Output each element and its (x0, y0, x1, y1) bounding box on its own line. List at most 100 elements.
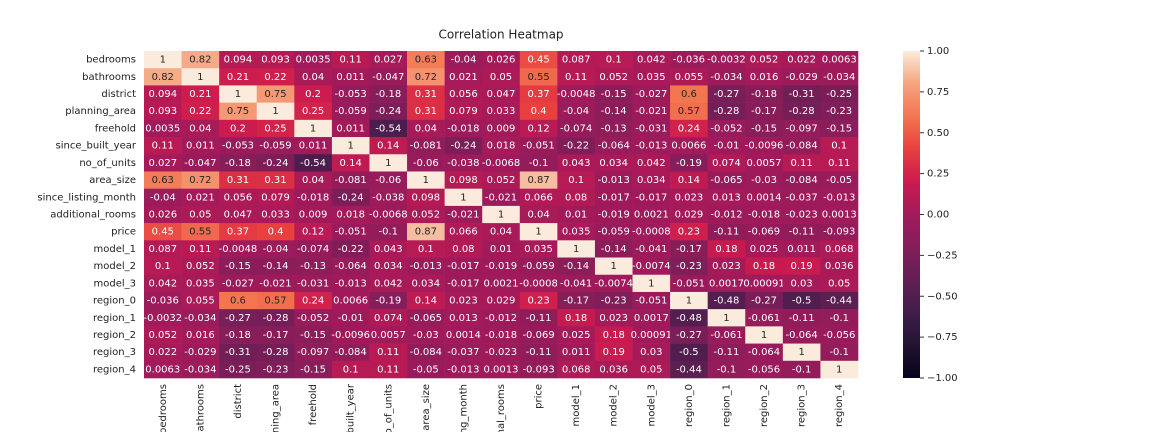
cell-label: -0.18 (225, 158, 251, 169)
heatmap-cell (407, 257, 445, 276)
heatmap-cell (632, 257, 671, 276)
heatmap-cell (632, 102, 671, 121)
cell-label: 1 (535, 227, 541, 238)
cell-label: -0.064 (786, 330, 818, 341)
heatmap-cell (444, 171, 483, 189)
heatmap-cell (782, 68, 821, 86)
heatmap-cell (820, 188, 859, 207)
cell-label: -0.17 (751, 106, 777, 117)
cell-label: -0.013 (635, 141, 667, 152)
cell-label: 0.04 (527, 210, 549, 221)
cell-label: 0.63 (415, 55, 437, 66)
cell-label: -0.051 (335, 227, 367, 238)
cell-label: -0.064 (335, 261, 367, 272)
heatmap-cell (707, 326, 746, 344)
heatmap-cell (482, 326, 521, 344)
heatmap-cell (519, 360, 558, 379)
heatmap-cell (219, 68, 258, 86)
cell-label: 0.056 (224, 192, 253, 203)
heatmap-cell (144, 102, 182, 121)
cell-label: -0.24 (338, 192, 364, 203)
heatmap-cell (369, 188, 408, 207)
y-tick-label: area_size (89, 175, 136, 186)
cell-label: 0.018 (487, 141, 516, 152)
cell-label: 0.11 (377, 347, 399, 358)
heatmap-cell (181, 274, 220, 293)
cell-label: -0.15 (300, 330, 326, 341)
cell-label: -0.19 (676, 158, 702, 169)
heatmap-cell (632, 240, 671, 258)
cell-label: -0.097 (297, 347, 329, 358)
cell-label: 1 (460, 192, 466, 203)
heatmap-cell (519, 274, 558, 293)
heatmap-cell (820, 309, 859, 327)
cell-label: -0.1 (829, 347, 849, 358)
heatmap-cell (482, 137, 521, 155)
cell-label: 0.047 (487, 89, 516, 100)
heatmap-cell (782, 119, 821, 138)
heatmap-cell (444, 360, 483, 379)
cell-label: -0.23 (601, 296, 627, 307)
y-tick-label: price (111, 227, 136, 238)
cell-label: 0.033 (261, 210, 290, 221)
cell-label: -0.22 (338, 244, 364, 255)
cell-label: 0.052 (750, 55, 779, 66)
heatmap-cell (256, 51, 295, 69)
heatmap-cell (181, 188, 220, 207)
cell-label: 0.036 (825, 261, 854, 272)
heatmap-cell (820, 205, 859, 224)
cell-label: -0.013 (447, 364, 479, 375)
cell-label: -0.25 (225, 364, 251, 375)
heatmap-cell (407, 154, 445, 172)
cell-label: -0.11 (526, 347, 552, 358)
heatmap-cell (369, 223, 408, 241)
heatmap-cell (181, 240, 220, 258)
cell-label: 0.03 (790, 278, 812, 289)
heatmap-cell (444, 343, 483, 362)
heatmap-cell (482, 257, 521, 276)
cell-label: -0.03 (413, 330, 439, 341)
heatmap-cell (594, 343, 633, 362)
cell-label: 0.04 (415, 123, 437, 134)
heatmap-cell (594, 326, 633, 344)
cell-label: -0.034 (823, 72, 855, 83)
heatmap-cell (820, 223, 859, 241)
heatmap-cell (331, 205, 370, 224)
heatmap-cell (331, 188, 370, 207)
cell-label: 0.4 (531, 106, 547, 117)
heatmap-cell (519, 343, 558, 362)
heatmap-cell (670, 360, 708, 379)
cell-label: -0.14 (601, 106, 627, 117)
heatmap-cell (219, 154, 258, 172)
cell-label: -0.15 (826, 123, 852, 134)
cell-label: 1 (197, 72, 203, 83)
cell-label: 0.37 (227, 227, 249, 238)
cell-label: -0.17 (263, 330, 289, 341)
heatmap-cell (557, 154, 596, 172)
cell-label: -0.23 (826, 106, 852, 117)
heatmap-cell (444, 291, 483, 310)
cell-label: 0.31 (415, 89, 437, 100)
heatmap-cell (557, 257, 596, 276)
cell-label: 0.21 (227, 72, 249, 83)
cell-label: 1 (611, 261, 617, 272)
heatmap-cell (369, 85, 408, 103)
heatmap-cell (782, 188, 821, 207)
cell-label: -0.018 (297, 192, 329, 203)
heatmap-cell (256, 343, 295, 362)
heatmap-cell (519, 188, 558, 207)
heatmap-cell (557, 343, 596, 362)
cell-label: -0.027 (635, 89, 667, 100)
heatmap-cell (144, 68, 182, 86)
cell-label: 0.00091 (631, 330, 672, 341)
heatmap-cell (482, 119, 521, 138)
heatmap-cell (181, 154, 220, 172)
cell-label: 0.035 (186, 278, 215, 289)
heatmap-cell (369, 257, 408, 276)
heatmap-cell (782, 102, 821, 121)
cell-label: 1 (310, 123, 316, 134)
heatmap-cell (331, 309, 370, 327)
heatmap-cell (670, 102, 708, 121)
cell-label: -0.093 (522, 364, 554, 375)
heatmap-cell (594, 154, 633, 172)
